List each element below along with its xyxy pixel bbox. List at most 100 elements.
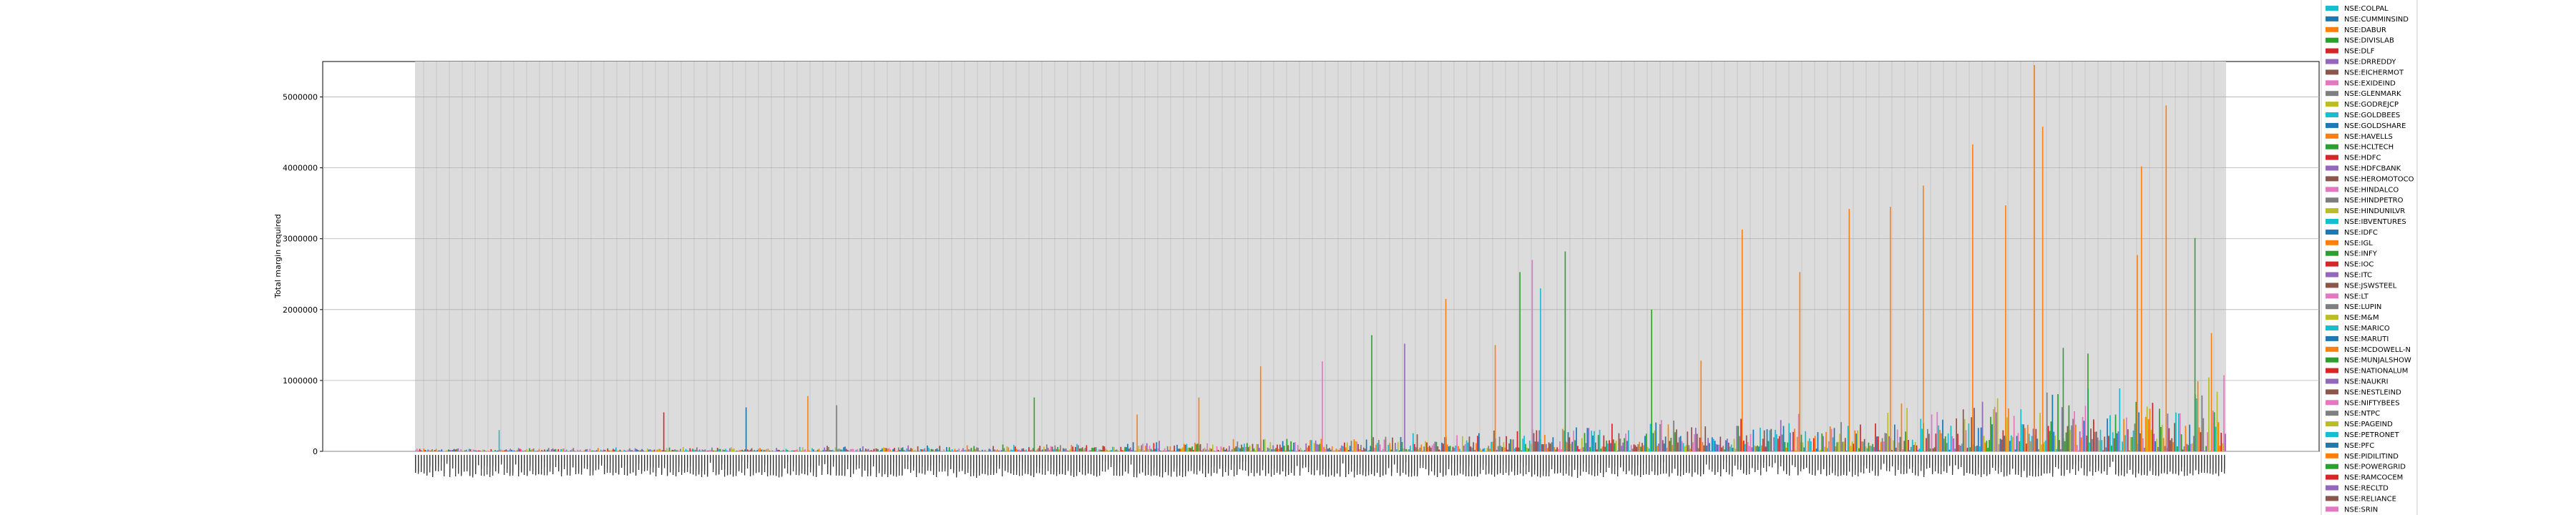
x-tick-label-glyph xyxy=(452,456,454,469)
bar xyxy=(2149,408,2151,451)
bar xyxy=(1917,450,1919,451)
legend-entry: NSE:IGL xyxy=(2326,240,2373,247)
x-tick-label-glyph xyxy=(718,456,720,473)
bar xyxy=(900,448,902,451)
bar xyxy=(1697,448,1699,451)
bar xyxy=(1927,428,1928,451)
bar xyxy=(1957,433,1958,451)
x-tick-label-glyph xyxy=(512,456,514,474)
bar xyxy=(1025,449,1027,451)
bar xyxy=(1763,430,1765,451)
bar xyxy=(2212,411,2214,451)
bar xyxy=(1835,446,1837,451)
bar xyxy=(967,449,970,451)
bar xyxy=(1051,446,1053,451)
bar xyxy=(1385,436,1387,451)
x-tick-label-glyph xyxy=(509,457,511,471)
bar xyxy=(1416,434,1418,451)
x-tick-label-glyph xyxy=(870,456,872,474)
bar xyxy=(1180,448,1182,451)
bar xyxy=(1299,448,1302,451)
x-tick-label-glyph xyxy=(1577,457,1579,478)
bar xyxy=(1216,446,1218,451)
x-tick-label-glyph xyxy=(575,455,577,471)
x-tick-label-glyph xyxy=(558,457,560,469)
bar xyxy=(741,449,743,451)
x-tick-label-glyph xyxy=(455,456,457,476)
bar xyxy=(1183,443,1185,451)
bar xyxy=(668,447,670,451)
x-tick-label-glyph xyxy=(1580,455,1581,469)
bar xyxy=(1516,431,1518,451)
x-tick-label-glyph xyxy=(1468,456,1470,476)
bar xyxy=(935,449,937,451)
bar xyxy=(1174,445,1176,451)
x-tick-label-glyph xyxy=(501,455,502,465)
bar xyxy=(1217,450,1219,451)
bar xyxy=(1290,441,1292,451)
bar xyxy=(1320,438,1322,451)
x-tick-label-glyph xyxy=(824,455,826,463)
x-tick-label-glyph xyxy=(1829,456,1830,475)
legend-label: NSE:IBVENTURES xyxy=(2344,218,2406,226)
x-tick-label-glyph xyxy=(2178,456,2180,474)
bar xyxy=(1996,398,1999,451)
bar xyxy=(1131,449,1133,451)
x-tick-label-glyph xyxy=(747,456,748,469)
bar xyxy=(1102,446,1104,451)
bar xyxy=(2032,428,2034,451)
legend-entry: NSE:IDFC xyxy=(2326,229,2378,237)
bar xyxy=(1187,448,1189,451)
bar xyxy=(1796,436,1798,451)
bar-peak xyxy=(1700,360,1702,451)
bar xyxy=(1408,449,1410,451)
bar xyxy=(1229,446,1230,451)
x-tick-label-glyph xyxy=(426,456,428,462)
bar xyxy=(917,446,919,451)
bar xyxy=(2044,440,2046,451)
x-tick-label-glyph xyxy=(1548,456,1550,473)
x-tick-label-glyph xyxy=(461,457,462,463)
x-tick-label-glyph xyxy=(1531,457,1533,476)
bar xyxy=(708,450,711,451)
bar xyxy=(2195,398,2197,451)
legend-label: NSE:MCDOWELL-N xyxy=(2344,346,2411,354)
x-tick-label-glyph xyxy=(698,456,700,472)
x-tick-label-glyph xyxy=(624,455,625,466)
bar xyxy=(882,447,884,451)
legend-label: NSE:INFY xyxy=(2344,250,2378,258)
bar xyxy=(719,448,721,451)
bar xyxy=(1515,447,1517,451)
bar xyxy=(1301,450,1303,451)
bar xyxy=(1259,448,1260,451)
bar xyxy=(2192,443,2193,451)
bar xyxy=(452,450,454,451)
x-tick-label-glyph xyxy=(1746,456,1747,467)
x-tick-label-glyph xyxy=(1637,455,1639,476)
bar xyxy=(1043,446,1045,451)
bar xyxy=(2170,440,2172,451)
bar xyxy=(2218,422,2220,451)
bar xyxy=(447,450,448,451)
bar xyxy=(1412,433,1414,451)
bar xyxy=(650,450,653,451)
bar xyxy=(680,448,681,451)
x-tick-label-glyph xyxy=(664,455,665,469)
x-tick-label-glyph xyxy=(1594,457,1596,467)
x-tick-label-glyph xyxy=(701,457,703,464)
bar xyxy=(1724,449,1725,451)
legend-label: NSE:LUPIN xyxy=(2344,303,2381,311)
x-tick-label-glyph xyxy=(2112,455,2114,462)
bar xyxy=(1953,438,1955,451)
x-tick-label-glyph xyxy=(1852,456,1853,477)
x-tick-label-glyph xyxy=(1895,456,1896,472)
bar xyxy=(2057,393,2059,451)
x-tick-label-glyph xyxy=(1202,455,1204,466)
bar xyxy=(1555,449,1557,451)
bar xyxy=(1543,444,1544,451)
bar xyxy=(803,449,805,451)
x-tick-label-glyph xyxy=(1319,456,1321,471)
bar xyxy=(2095,431,2097,451)
bar xyxy=(862,446,864,451)
x-tick-label-glyph xyxy=(913,456,914,471)
